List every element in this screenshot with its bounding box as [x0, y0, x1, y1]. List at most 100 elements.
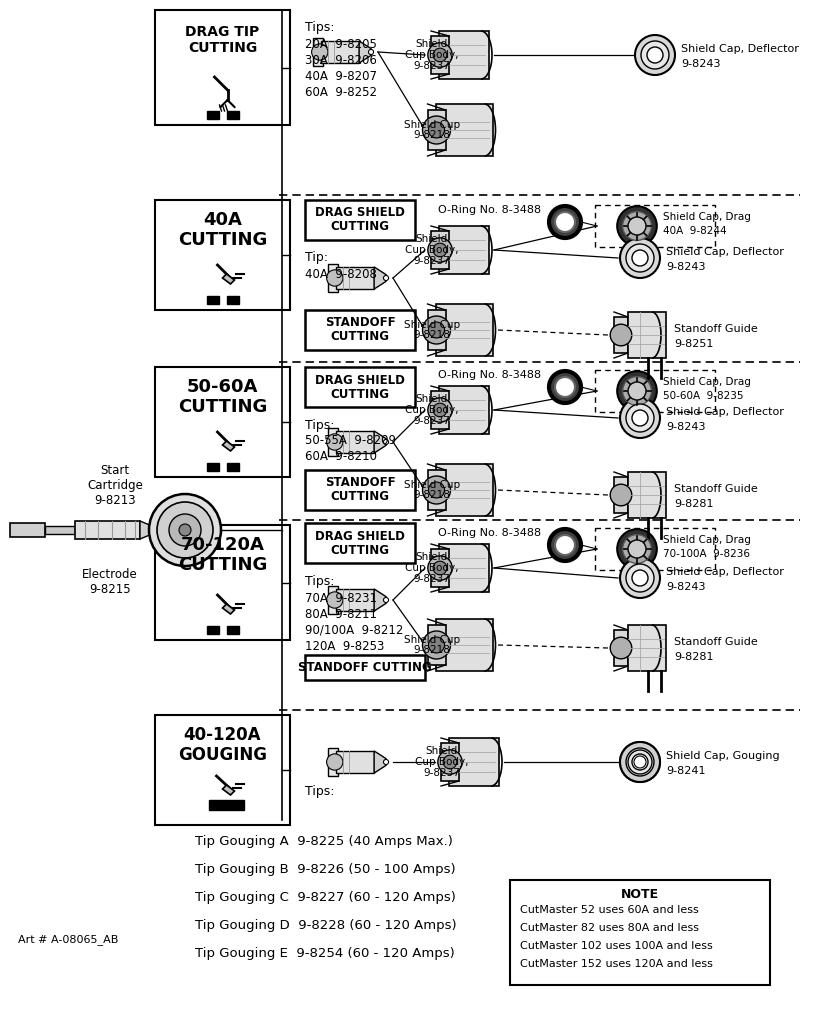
Circle shape	[443, 755, 457, 769]
Bar	[428, 625, 446, 665]
Circle shape	[617, 372, 657, 411]
Text: 80A  9-8211: 80A 9-8211	[305, 607, 377, 621]
Bar	[155, 715, 290, 825]
Text: 30A  9-8206: 30A 9-8206	[305, 53, 377, 67]
Text: Shield Cap, Drag: Shield Cap, Drag	[663, 377, 751, 387]
Circle shape	[179, 524, 191, 536]
Bar	[209, 800, 244, 810]
Bar	[10, 523, 45, 537]
Polygon shape	[374, 431, 386, 453]
Text: 60A  9-8252: 60A 9-8252	[305, 85, 377, 98]
Text: CutMaster 152 uses 120A and less: CutMaster 152 uses 120A and less	[520, 959, 713, 969]
Bar	[428, 470, 446, 510]
Text: Standoff Guide: Standoff Guide	[674, 324, 758, 334]
Bar	[206, 296, 218, 304]
Bar	[428, 110, 446, 150]
Bar	[305, 200, 415, 240]
Text: DRAG SHIELD
CUTTING: DRAG SHIELD CUTTING	[315, 374, 405, 400]
Text: CutMaster 102 uses 100A and less: CutMaster 102 uses 100A and less	[520, 941, 713, 951]
Bar	[305, 367, 415, 407]
Circle shape	[555, 535, 575, 555]
Polygon shape	[222, 785, 235, 795]
Text: 50-60A  9-8235: 50-60A 9-8235	[663, 391, 743, 401]
Text: 9-8241: 9-8241	[666, 766, 706, 776]
Text: Tip Gouging D  9-8228 (60 - 120 Amps): Tip Gouging D 9-8228 (60 - 120 Amps)	[195, 920, 456, 933]
Text: NOTE: NOTE	[621, 888, 659, 900]
Text: Shield
Cup Body,
9-8237: Shield Cup Body, 9-8237	[405, 394, 459, 426]
Bar	[328, 264, 338, 292]
Bar	[439, 386, 489, 434]
Text: 40A  9-8207: 40A 9-8207	[305, 70, 377, 83]
Circle shape	[422, 316, 451, 344]
Circle shape	[635, 35, 675, 75]
Circle shape	[610, 325, 632, 346]
Circle shape	[149, 494, 221, 566]
Text: 20A  9-8205: 20A 9-8205	[305, 38, 377, 50]
Bar	[313, 38, 323, 66]
Text: 40-120A
GOUGING: 40-120A GOUGING	[178, 726, 267, 764]
Bar	[628, 625, 666, 671]
Text: Standoff Guide: Standoff Guide	[674, 637, 758, 647]
Bar	[328, 587, 338, 613]
Text: 70-120A
CUTTING: 70-120A CUTTING	[178, 537, 267, 573]
Text: 9-8243: 9-8243	[666, 582, 706, 592]
Text: Shield Cap, Drag: Shield Cap, Drag	[663, 535, 751, 545]
Bar	[614, 317, 628, 353]
Circle shape	[429, 482, 444, 498]
Text: STANDOFF CUTTING: STANDOFF CUTTING	[298, 662, 432, 674]
Text: Shield Cup
9-8218: Shield Cup 9-8218	[404, 479, 460, 501]
Circle shape	[555, 212, 575, 232]
Circle shape	[634, 756, 646, 768]
Circle shape	[626, 748, 654, 776]
Text: Tip Gouging B  9-8226 (50 - 100 Amps): Tip Gouging B 9-8226 (50 - 100 Amps)	[195, 863, 456, 877]
Text: Start
Cartridge
9-8213: Start Cartridge 9-8213	[87, 464, 143, 507]
Text: 9-8243: 9-8243	[666, 422, 706, 432]
Text: Electrode
9-8215: Electrode 9-8215	[82, 568, 138, 596]
Circle shape	[384, 597, 389, 602]
Circle shape	[641, 41, 669, 69]
Bar	[227, 111, 239, 119]
Text: STANDOFF
CUTTING: STANDOFF CUTTING	[324, 476, 395, 504]
Circle shape	[433, 403, 447, 417]
Text: Tips:: Tips:	[305, 419, 334, 431]
Circle shape	[327, 434, 343, 451]
Bar	[155, 525, 290, 640]
Circle shape	[549, 206, 581, 238]
Text: Art # A-08065_AB: Art # A-08065_AB	[18, 935, 118, 945]
Circle shape	[626, 404, 654, 432]
Text: Shield Cap, Drag: Shield Cap, Drag	[663, 212, 751, 222]
Text: 9-8281: 9-8281	[674, 652, 713, 662]
Polygon shape	[374, 751, 386, 773]
Circle shape	[620, 742, 660, 782]
Bar	[336, 267, 374, 289]
Text: Standoff Guide: Standoff Guide	[674, 484, 758, 494]
Circle shape	[647, 47, 663, 63]
Text: 9-8243: 9-8243	[681, 59, 720, 69]
Text: 60A  9-8210: 60A 9-8210	[305, 451, 377, 464]
Circle shape	[610, 637, 632, 658]
Text: Tips:: Tips:	[305, 575, 334, 589]
Text: 40A  9-8244: 40A 9-8244	[663, 226, 727, 236]
Text: Shield
Cup Body,
9-8237: Shield Cup Body, 9-8237	[405, 39, 459, 71]
Text: Shield Cup
9-8218: Shield Cup 9-8218	[404, 319, 460, 340]
Polygon shape	[222, 274, 235, 284]
Bar	[75, 521, 140, 539]
Circle shape	[632, 570, 648, 586]
Text: Shield
Cup Body,
9-8237: Shield Cup Body, 9-8237	[405, 234, 459, 266]
Circle shape	[623, 535, 651, 563]
Text: CutMaster 82 uses 80A and less: CutMaster 82 uses 80A and less	[520, 923, 699, 933]
Circle shape	[428, 556, 452, 581]
Bar	[305, 470, 415, 510]
Text: Shield Cap, Deflector: Shield Cap, Deflector	[681, 44, 799, 54]
Bar	[435, 104, 492, 156]
Circle shape	[626, 564, 654, 592]
Bar	[435, 464, 492, 516]
Bar	[435, 304, 492, 356]
Text: 70A  9-8231: 70A 9-8231	[305, 592, 377, 604]
Circle shape	[429, 122, 444, 138]
Circle shape	[433, 48, 447, 61]
Bar	[431, 231, 449, 269]
Polygon shape	[359, 41, 371, 63]
Polygon shape	[374, 589, 386, 611]
Circle shape	[617, 206, 657, 246]
